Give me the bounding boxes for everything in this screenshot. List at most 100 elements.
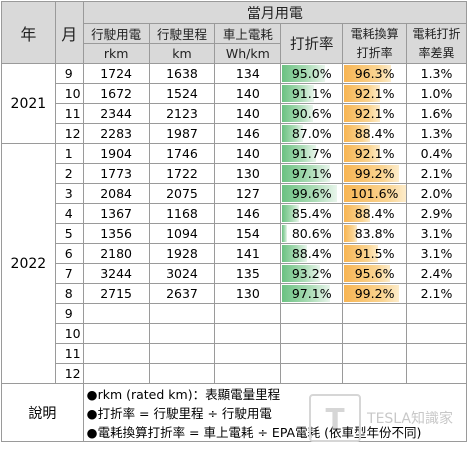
converted-rate-cell-bar bbox=[344, 65, 392, 82]
converted-rate-cell-value: 99.2% bbox=[354, 166, 395, 181]
consumption-cell: 141 bbox=[214, 243, 282, 264]
charge-cell: 2180 bbox=[82, 243, 150, 264]
rate-cell-bar bbox=[282, 185, 337, 202]
rate-cell-value: 99.6% bbox=[291, 186, 332, 201]
rate-cell: 88.4% bbox=[280, 243, 344, 264]
rate-diff-cell: 3.1% bbox=[406, 243, 467, 264]
charge-cell: 1904 bbox=[82, 143, 150, 164]
charge-cell: 1724 bbox=[82, 63, 150, 84]
converted-rate-cell bbox=[342, 323, 408, 344]
converted-rate-cell-value: 101.6% bbox=[350, 186, 399, 201]
rate-cell-value: 93.2% bbox=[291, 266, 332, 281]
rate-cell-value: 85.4% bbox=[291, 206, 332, 221]
consumption-unit: Wh/km bbox=[214, 43, 282, 64]
consumption-cell: 140 bbox=[214, 103, 282, 124]
rate-cell: 85.4% bbox=[280, 203, 344, 224]
rate-diff-cell: 1.3% bbox=[406, 123, 467, 144]
rate-diff-cell: 0.4% bbox=[406, 143, 467, 164]
converted-rate-cell: 91.5% bbox=[342, 243, 408, 264]
converted-rate-cell: 101.6% bbox=[342, 183, 408, 204]
consumption-cell bbox=[214, 323, 282, 344]
rate-diff-cell bbox=[406, 363, 467, 384]
consumption-cell: 140 bbox=[214, 143, 282, 164]
converted-rate-cell: 99.2% bbox=[342, 283, 408, 304]
rate-diff-cell: 1.3% bbox=[406, 63, 467, 84]
converted-rate-cell: 92.1% bbox=[342, 83, 408, 104]
table-row: 3 2084 2075 127 99.6% 101.6% 2.0% bbox=[2, 183, 467, 204]
rate-diff-header: 電耗打折 率差異 bbox=[406, 23, 467, 64]
table-row: 10 bbox=[2, 323, 467, 344]
watermark-logo-icon: T bbox=[309, 394, 362, 442]
rate-cell-value: 97.1% bbox=[291, 166, 332, 181]
converted-rate-cell bbox=[342, 303, 408, 324]
rate-cell bbox=[280, 303, 344, 324]
converted-rate-cell: 99.2% bbox=[342, 163, 408, 184]
month-cell: 6 bbox=[54, 243, 84, 264]
charge-cell: 2344 bbox=[82, 103, 150, 124]
rate-cell-value: 87.0% bbox=[291, 126, 332, 141]
distance-cell: 1722 bbox=[148, 163, 216, 184]
month-cell: 8 bbox=[54, 283, 84, 304]
distance-cell: 2637 bbox=[148, 283, 216, 304]
charge-unit: rkm bbox=[82, 43, 150, 64]
group-header: 當月用電 bbox=[82, 1, 467, 24]
rate-cell-bar bbox=[282, 85, 315, 102]
converted-rate-cell-bar bbox=[344, 105, 380, 122]
table-row: 11 bbox=[2, 343, 467, 364]
converted-rate-cell-value: 95.6% bbox=[354, 266, 395, 281]
converted-rate-cell-value: 96.3% bbox=[354, 66, 395, 81]
month-cell: 5 bbox=[54, 223, 84, 244]
year-header: 年 bbox=[1, 1, 56, 64]
table-row: 8 2715 2637 130 97.1% 99.2% 2.1% bbox=[2, 283, 467, 304]
consumption-cell: 146 bbox=[214, 203, 282, 224]
rate-diff-header-line2: 率差異 bbox=[418, 45, 455, 60]
converted-rate-cell-bar bbox=[344, 165, 400, 182]
rate-diff-cell: 2.0% bbox=[406, 183, 467, 204]
month-cell: 1 bbox=[54, 143, 84, 164]
charge-cell: 1367 bbox=[82, 203, 150, 224]
rate-cell: 91.7% bbox=[280, 143, 344, 164]
rate-cell: 97.1% bbox=[280, 163, 344, 184]
converted-rate-cell: 96.3% bbox=[342, 63, 408, 84]
rate-cell-bar bbox=[282, 65, 325, 82]
rate-cell-value: 90.6% bbox=[291, 106, 332, 121]
year-cell: 2022 bbox=[1, 143, 56, 384]
rate-diff-cell: 1.0% bbox=[406, 83, 467, 104]
distance-cell: 2075 bbox=[148, 183, 216, 204]
month-cell: 4 bbox=[54, 203, 84, 224]
consumption-cell: 134 bbox=[214, 63, 282, 84]
consumption-cell: 146 bbox=[214, 123, 282, 144]
table-row: 11 2344 2123 140 90.6% 92.1% 1.6% bbox=[2, 103, 467, 124]
rate-cell: 87.0% bbox=[280, 123, 344, 144]
month-cell: 12 bbox=[54, 123, 84, 144]
charge-cell bbox=[82, 363, 150, 384]
distance-header: 行駛里程 bbox=[148, 23, 216, 44]
distance-cell bbox=[148, 323, 216, 344]
notes-label: 說明 bbox=[1, 383, 84, 442]
converted-rate-cell-bar bbox=[344, 285, 400, 302]
converted-rate-cell-bar bbox=[344, 225, 358, 242]
note-line: ●打折率 = 行駛里程 ÷ 行駛用電 bbox=[82, 403, 467, 422]
table-row: 5 1356 1094 154 80.6% 83.8% 3.1% bbox=[2, 223, 467, 244]
converted-rate-cell-value: 92.1% bbox=[354, 106, 395, 121]
rate-diff-cell: 3.1% bbox=[406, 223, 467, 244]
month-cell: 11 bbox=[54, 343, 84, 364]
consumption-cell: 130 bbox=[214, 283, 282, 304]
month-header: 月 bbox=[54, 1, 84, 64]
month-cell: 11 bbox=[54, 103, 84, 124]
converted-rate-cell-bar bbox=[344, 185, 406, 202]
converted-rate-cell-bar bbox=[344, 265, 390, 282]
consumption-cell bbox=[214, 363, 282, 384]
rate-diff-cell: 1.6% bbox=[406, 103, 467, 124]
distance-cell: 3024 bbox=[148, 263, 216, 284]
table-row: 6 2180 1928 141 88.4% 91.5% 3.1% bbox=[2, 243, 467, 264]
table-row: 12 2283 1987 146 87.0% 88.4% 1.3% bbox=[2, 123, 467, 144]
table-row: 9 bbox=[2, 303, 467, 324]
converted-rate-cell bbox=[342, 343, 408, 364]
converted-rate-cell-bar bbox=[344, 125, 370, 142]
rate-diff-header-line1: 電耗打折 bbox=[412, 26, 461, 41]
converted-rate-cell: 88.4% bbox=[342, 203, 408, 224]
converted-rate-cell: 83.8% bbox=[342, 223, 408, 244]
rate-cell: 97.1% bbox=[280, 283, 344, 304]
rate-diff-cell: 2.4% bbox=[406, 263, 467, 284]
